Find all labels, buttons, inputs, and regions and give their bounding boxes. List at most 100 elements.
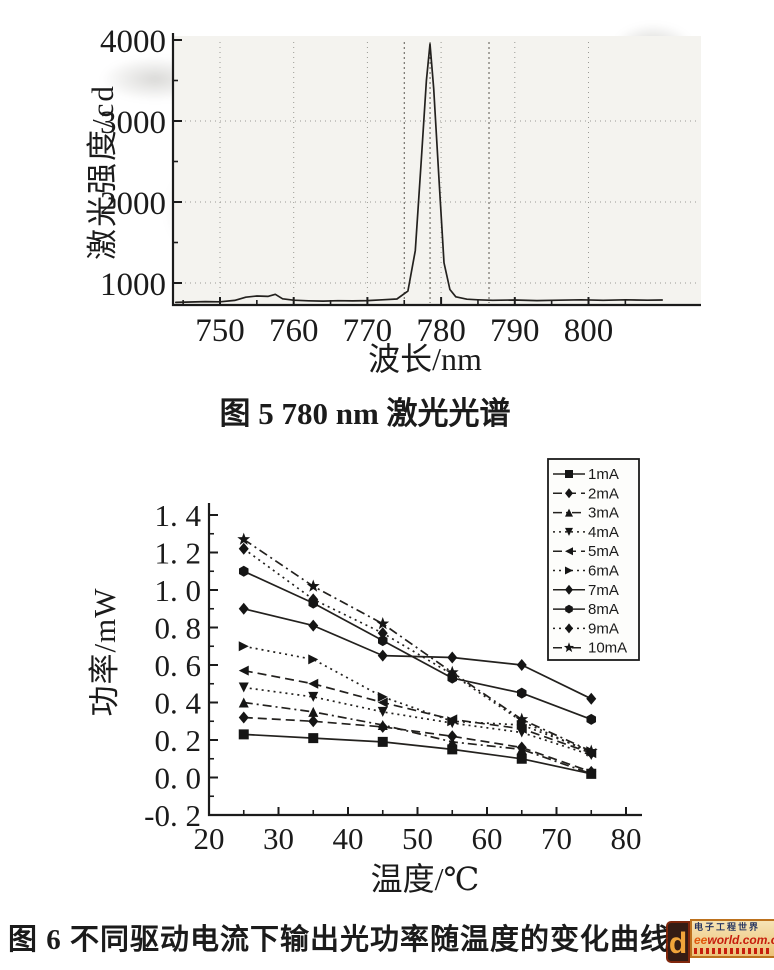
marker-tri-down (565, 527, 573, 536)
fig5-caption: 图 5 780 nm 激光光谱 (219, 396, 511, 431)
fig5-y-axis-title: 激光强度/cd (85, 84, 120, 260)
svg-text:1. 0: 1. 0 (155, 573, 202, 608)
marker-tri-up (586, 768, 597, 779)
svg-text:3000: 3000 (100, 105, 166, 141)
marker-diamond (586, 692, 597, 705)
marker-tri-left (565, 547, 573, 556)
eeworld-logo-letter: d (668, 927, 688, 960)
svg-text:780: 780 (416, 313, 466, 349)
marker-tri-up (377, 720, 388, 730)
marker-tri-right (377, 691, 388, 702)
svg-text:770: 770 (343, 313, 393, 349)
marker-square (565, 470, 573, 478)
marker-star (584, 744, 598, 757)
fig6-legend: 1mA 2mA 3mA 4mA 5mA 6mA 7mA 8mA 9mA 10mA (547, 458, 640, 661)
fig6-series-4mA (238, 682, 597, 760)
fig5-x-axis-title: 波长/nm (368, 341, 482, 377)
fig6-x-ticks: 20 30 40 50 60 70 80 (194, 807, 642, 856)
marker-diamond (238, 542, 249, 555)
fig5-plot-area (173, 36, 701, 305)
marker-tri-up (308, 706, 319, 717)
marker-hexagon (565, 604, 573, 614)
marker-tri-up (516, 744, 527, 755)
marker-tri-up (238, 697, 249, 708)
svg-text:10mA: 10mA (588, 640, 627, 657)
eeworld-logo-icon: d (666, 921, 690, 963)
marker-tri-right (238, 641, 249, 652)
svg-text:7mA: 7mA (588, 582, 619, 599)
marker-star (306, 579, 320, 592)
fig5-spectrum-chart: 1000 2000 3000 4000 750 760 770 780 790 800 (100, 24, 701, 349)
svg-text:40: 40 (333, 821, 364, 856)
fig5-x-ticks: 750 760 770 780 790 800 (182, 297, 627, 349)
marker-star (515, 712, 529, 725)
svg-text:750: 750 (195, 313, 245, 349)
svg-text:0. 6: 0. 6 (155, 648, 202, 683)
marker-tri-left (377, 697, 388, 708)
marker-diamond (377, 649, 388, 662)
legend-entry-2mA: 2mA (553, 485, 619, 502)
fig5-y-ticks: 1000 2000 3000 4000 (100, 24, 182, 303)
fig6-y-ticks: 1. 41. 21. 00. 80. 60. 40. 20. 0-0. 2 (144, 498, 218, 833)
fig5-spectrum-trace (174, 43, 664, 304)
marker-tri-down (238, 682, 249, 693)
marker-square (238, 729, 249, 740)
fig6-series-10mA (237, 532, 598, 757)
fig6-power-chart: 1. 41. 21. 00. 80. 60. 40. 20. 0-0. 220 3… (144, 458, 642, 856)
fig6-x-axis-title: 温度/℃ (370, 861, 480, 897)
eeworld-tagline-strip (694, 948, 772, 954)
legend-entry-6mA: 6mA (553, 563, 619, 580)
svg-text:1000: 1000 (100, 267, 166, 303)
svg-text:800: 800 (564, 313, 614, 349)
svg-text:80: 80 (611, 821, 642, 856)
legend-entry-4mA: 4mA (553, 524, 619, 541)
legend-entry-9mA: 9mA (553, 620, 619, 637)
marker-star (237, 532, 251, 545)
fig5-grid (175, 42, 699, 303)
marker-tri-right (308, 654, 319, 665)
svg-text:0. 0: 0. 0 (155, 761, 202, 796)
fig6-series-3mA (238, 697, 597, 779)
legend-entry-8mA: 8mA (553, 601, 619, 618)
eeworld-site-name-cn: 电子工程世界 (694, 922, 761, 932)
marker-diamond (238, 602, 249, 615)
svg-text:4mA: 4mA (588, 524, 619, 541)
marker-star (376, 617, 390, 630)
marker-square (308, 733, 319, 744)
svg-text:0. 8: 0. 8 (155, 611, 202, 646)
fig6-series-9mA (238, 542, 597, 760)
svg-text:60: 60 (472, 821, 503, 856)
legend-entry-7mA: 7mA (553, 582, 619, 599)
marker-diamond (377, 627, 388, 640)
fig6-series-8mA (238, 565, 597, 725)
marker-tri-up (447, 736, 458, 747)
svg-text:6mA: 6mA (588, 563, 619, 580)
svg-text:790: 790 (490, 313, 540, 349)
marker-tri-down (377, 706, 388, 717)
svg-text:760: 760 (269, 313, 319, 349)
svg-text:1mA: 1mA (588, 466, 619, 483)
marker-diamond (447, 730, 458, 743)
marker-hexagon (586, 713, 597, 725)
eeworld-url-ee: ee (694, 933, 708, 947)
legend-entry-3mA: 3mA (553, 505, 619, 522)
fig6-series-2mA (238, 711, 597, 778)
svg-text:8mA: 8mA (588, 601, 619, 618)
marker-tri-left (238, 665, 249, 676)
svg-text:-0. 2: -0. 2 (144, 798, 201, 833)
marker-diamond (308, 619, 319, 632)
marker-star (563, 642, 575, 653)
svg-text:0. 4: 0. 4 (155, 686, 202, 721)
legend-entry-5mA: 5mA (553, 543, 619, 560)
svg-text:30: 30 (263, 821, 294, 856)
fig6-y-axis-title: 功率/mW (87, 587, 122, 717)
marker-hexagon (516, 687, 527, 699)
eeworld-watermark: d 电子工程世界 eeworld.com.cn (666, 919, 774, 963)
marker-diamond (516, 659, 527, 671)
eeworld-watermark-box: 电子工程世界 eeworld.com.cn (690, 919, 774, 958)
fig6-series-5mA (238, 665, 597, 759)
svg-text:1. 4: 1. 4 (155, 498, 202, 533)
marker-diamond (308, 593, 319, 606)
marker-hexagon (377, 635, 388, 647)
